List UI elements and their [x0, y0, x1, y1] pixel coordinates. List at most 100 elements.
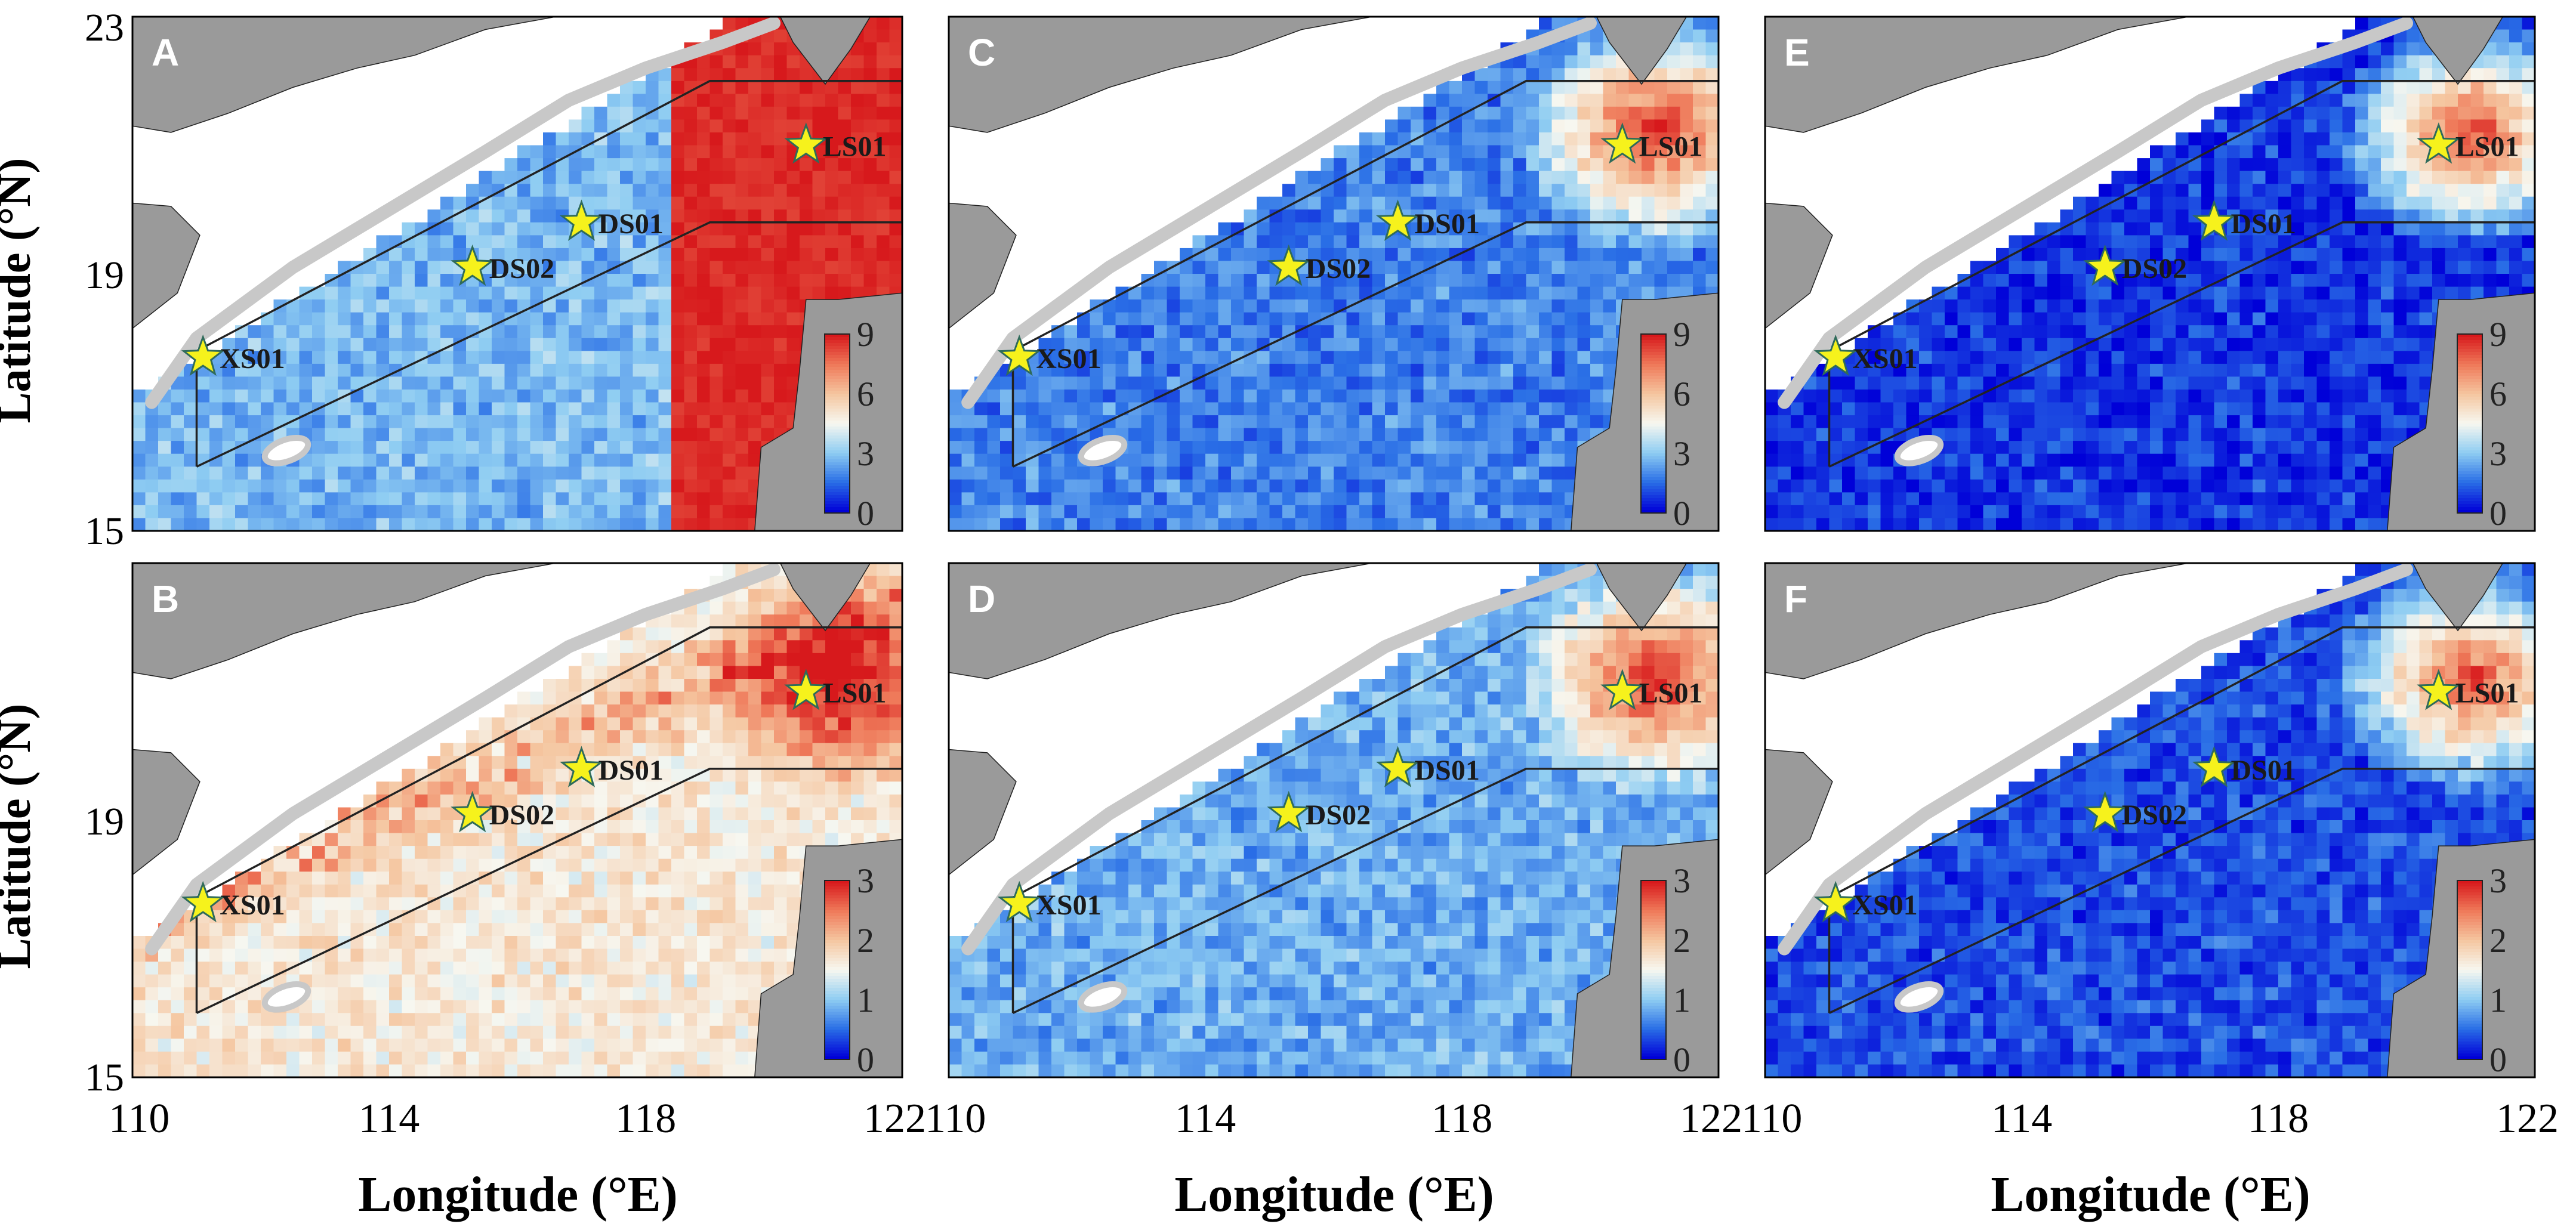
heatmap-cell [581, 518, 595, 531]
heatmap-cell [1269, 505, 1283, 519]
heatmap-cell [2381, 299, 2395, 313]
heatmap-cell [697, 145, 711, 159]
heatmap-cell [2470, 196, 2484, 210]
heatmap-cell [1816, 402, 1830, 416]
heatmap-cell [2355, 235, 2369, 249]
heatmap-cell [1919, 402, 1933, 416]
heatmap-cell [1269, 235, 1283, 249]
heatmap-cell [1705, 248, 1719, 262]
heatmap-cell [1295, 518, 1309, 531]
heatmap-cell [1474, 145, 1488, 159]
heatmap-cell [2291, 376, 2304, 390]
heatmap-cell [2291, 402, 2304, 416]
heatmap-cell [851, 274, 865, 288]
heatmap-cell [633, 351, 646, 364]
heatmap-cell [543, 209, 557, 223]
heatmap-cell [1474, 492, 1488, 506]
heatmap-cell [1026, 402, 1039, 416]
heatmap-cell [2265, 325, 2279, 339]
heatmap-cell [235, 505, 249, 519]
heatmap-cell [889, 196, 902, 210]
heatmap-cell [1577, 312, 1591, 326]
heatmap-cell [697, 312, 711, 326]
heatmap-cell [2304, 222, 2318, 236]
heatmap-cell [1141, 441, 1155, 455]
heatmap-cell [1945, 376, 1958, 390]
heatmap-cell [786, 299, 800, 313]
colorbar-segment [825, 480, 850, 484]
heatmap-cell [646, 441, 659, 455]
heatmap-cell [338, 376, 351, 390]
heatmap-cell [466, 351, 480, 364]
heatmap-cell [2278, 299, 2292, 313]
heatmap-cell [1334, 479, 1347, 493]
heatmap-cell [2316, 119, 2330, 133]
heatmap-cell [1103, 390, 1116, 403]
heatmap-cell [389, 415, 403, 429]
heatmap-cell [825, 286, 839, 300]
heatmap-cell [1565, 402, 1578, 416]
heatmap-cell [171, 466, 184, 480]
heatmap-cell [1628, 158, 1642, 172]
heatmap-cell [1295, 184, 1309, 197]
heatmap-cell [1893, 351, 1907, 364]
heatmap-cell [1321, 492, 1334, 506]
heatmap-cell [1359, 222, 1373, 236]
heatmap-cell [889, 248, 902, 262]
heatmap-cell [1282, 363, 1296, 378]
heatmap-cell [697, 390, 711, 403]
heatmap-cell [748, 248, 762, 262]
heatmap-cell [2330, 441, 2343, 455]
heatmap-cell [2124, 390, 2138, 403]
heatmap-cell [1372, 441, 1386, 455]
heatmap-cell [838, 261, 852, 274]
heatmap-cell [2099, 428, 2112, 441]
heatmap-cell [1765, 415, 1779, 429]
heatmap-cell [2522, 106, 2535, 120]
heatmap-cell [338, 312, 351, 326]
heatmap-cell [1893, 325, 1907, 339]
heatmap-cell [1654, 94, 1668, 107]
heatmap-cell [1334, 248, 1347, 262]
heatmap-cell [1526, 209, 1540, 223]
heatmap-cell [350, 299, 364, 313]
heatmap-cell [1013, 415, 1026, 429]
heatmap-cell [1231, 505, 1245, 519]
heatmap-cell [671, 106, 685, 120]
heatmap-cell [1551, 196, 1565, 210]
heatmap-cell [1218, 402, 1232, 416]
heatmap-cell [184, 376, 198, 390]
heatmap-cell [1385, 466, 1399, 480]
heatmap-cell [2419, 55, 2433, 69]
heatmap-cell [1372, 338, 1386, 351]
heatmap-cell [350, 505, 364, 519]
heatmap-cell [1385, 505, 1399, 519]
heatmap-cell [1970, 312, 1984, 326]
heatmap-cell [723, 222, 736, 236]
heatmap-cell [1474, 171, 1488, 184]
colorbar-segment [825, 406, 850, 409]
heatmap-cell [1590, 171, 1604, 184]
heatmap-cell [1257, 415, 1270, 429]
heatmap-cell [800, 222, 813, 236]
heatmap-cell [1154, 325, 1168, 339]
heatmap-cell [633, 81, 646, 94]
heatmap-cell [1667, 132, 1681, 146]
heatmap-cell [1397, 492, 1411, 506]
heatmap-cell [1141, 453, 1155, 467]
colorbar-tick-label: 3 [857, 434, 874, 473]
heatmap-cell [1628, 119, 1642, 133]
heatmap-cell [1282, 505, 1296, 519]
heatmap-cell [851, 42, 865, 56]
heatmap-cell [2496, 94, 2510, 107]
heatmap-cell [517, 492, 531, 506]
heatmap-cell [248, 338, 261, 351]
heatmap-cell [1090, 518, 1103, 531]
heatmap-cell [1565, 453, 1578, 467]
heatmap-cell [2304, 325, 2318, 339]
heatmap-cell [2458, 286, 2472, 300]
heatmap-cell [2368, 42, 2381, 56]
heatmap-cell [1462, 312, 1476, 326]
heatmap-cell [2291, 106, 2304, 120]
